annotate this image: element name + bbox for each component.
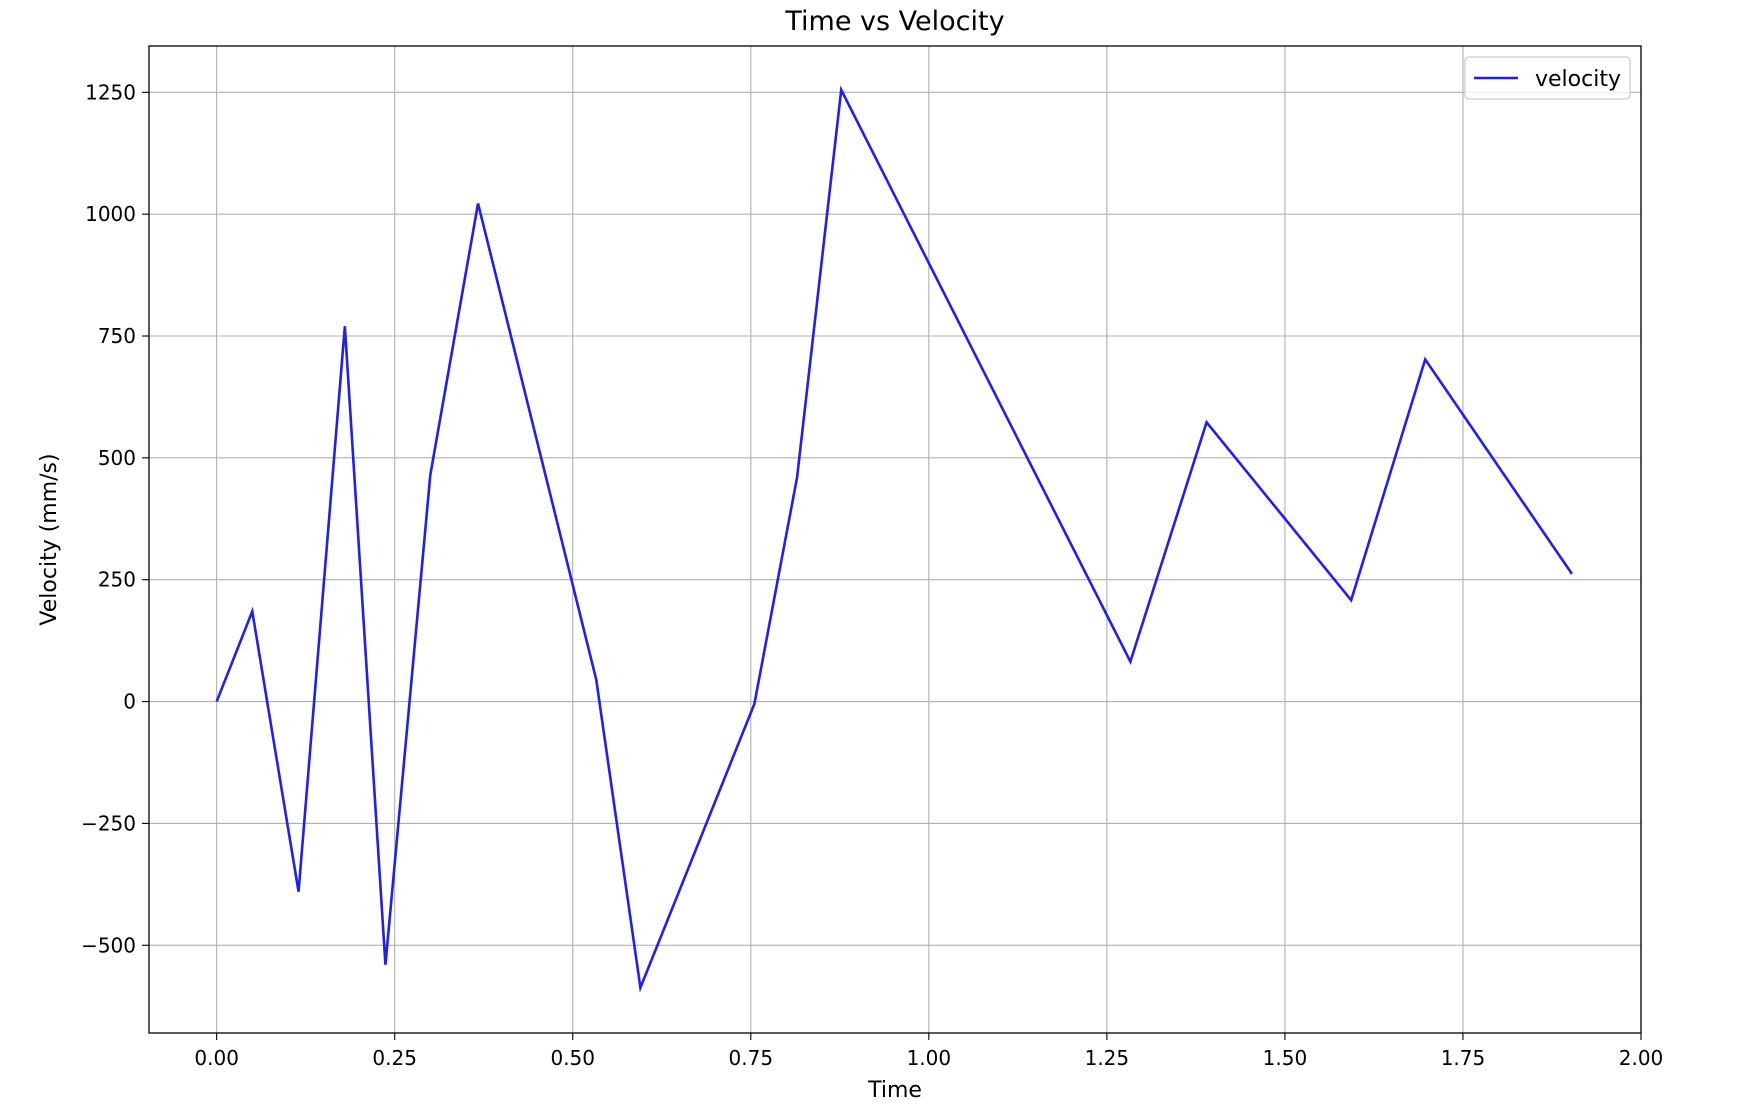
y-tick-label: 1250 <box>85 80 136 104</box>
y-tick-label: 0 <box>123 690 136 714</box>
x-tick-label: 1.50 <box>1263 1046 1308 1070</box>
x-tick-label: 2.00 <box>1619 1046 1664 1070</box>
y-tick-label: −250 <box>81 811 136 835</box>
x-axis-title: Time <box>867 1078 922 1103</box>
y-tick-label: 1000 <box>85 202 136 226</box>
legend: velocity <box>1464 56 1631 100</box>
legend-label-velocity: velocity <box>1535 67 1621 92</box>
y-axis-title: Velocity (mm/s) <box>37 453 62 625</box>
series-layer <box>215 85 1573 993</box>
y-tick-label: 250 <box>98 568 136 592</box>
x-tick-label: 1.00 <box>907 1046 952 1070</box>
x-tick-label: 0.50 <box>550 1046 595 1070</box>
y-tick-label: −500 <box>81 933 136 957</box>
x-tick-label: 1.25 <box>1085 1046 1130 1070</box>
series-line-velocity <box>215 85 1573 993</box>
x-tick-label: 0.25 <box>372 1046 417 1070</box>
x-tick-label: 0.00 <box>194 1046 239 1070</box>
x-tick-label: 0.75 <box>729 1046 774 1070</box>
chart-title: Time vs Velocity <box>784 6 1004 37</box>
legend-box <box>1464 56 1631 100</box>
y-tick-label: 750 <box>98 324 136 348</box>
x-tick-label: 1.75 <box>1441 1046 1486 1070</box>
ticks: 0.00 0.25 0.50 0.75 1.00 1.25 1.50 1.75 2.00 −500… <box>81 80 1663 1070</box>
y-tick-label: 500 <box>98 446 136 470</box>
plot-frame <box>148 45 1642 1034</box>
